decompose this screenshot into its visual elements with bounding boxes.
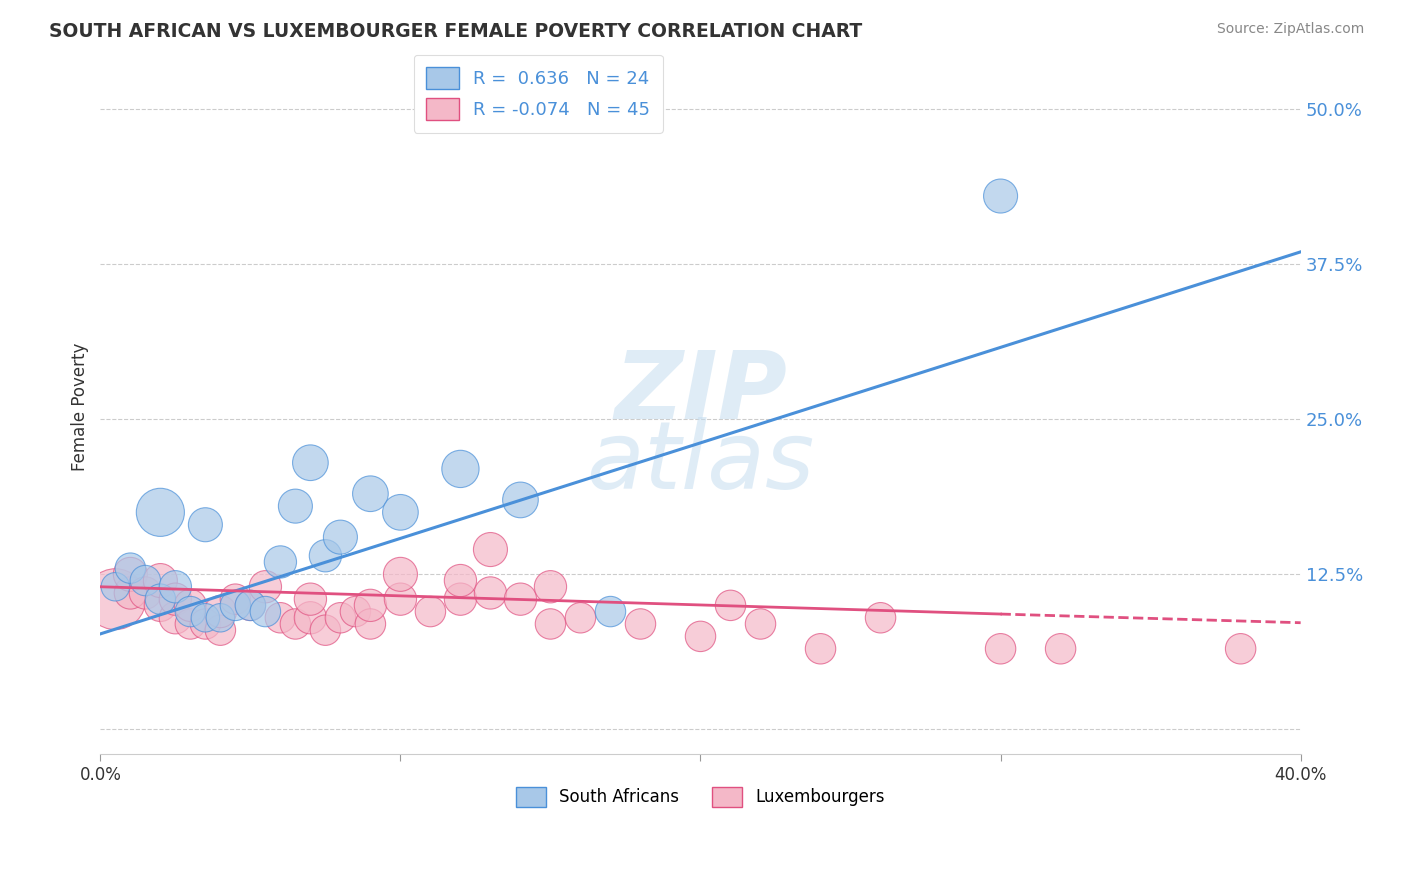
Point [389, 505, 412, 519]
Point [209, 623, 232, 637]
Point [239, 599, 262, 613]
Point [990, 189, 1012, 203]
Point [254, 580, 277, 594]
Point [120, 561, 142, 575]
Point [449, 574, 471, 588]
Text: Source: ZipAtlas.com: Source: ZipAtlas.com [1216, 22, 1364, 37]
Point [149, 599, 172, 613]
Point [269, 555, 291, 569]
Text: ZIP: ZIP [614, 347, 787, 439]
Point [194, 617, 217, 632]
Point [720, 599, 742, 613]
Point [179, 599, 201, 613]
Point [359, 617, 381, 632]
Point [359, 599, 381, 613]
Point [314, 549, 336, 563]
Point [165, 611, 187, 625]
Legend: South Africans, Luxembourgers: South Africans, Luxembourgers [508, 779, 894, 815]
Point [104, 592, 127, 607]
Point [299, 456, 322, 470]
Point [239, 599, 262, 613]
Point [269, 611, 291, 625]
Point [165, 592, 187, 607]
Point [209, 605, 232, 619]
Point [359, 487, 381, 501]
Point [344, 605, 367, 619]
Y-axis label: Female Poverty: Female Poverty [72, 343, 89, 471]
Text: SOUTH AFRICAN VS LUXEMBOURGER FEMALE POVERTY CORRELATION CHART: SOUTH AFRICAN VS LUXEMBOURGER FEMALE POV… [49, 22, 862, 41]
Point [540, 580, 562, 594]
Point [299, 592, 322, 607]
Point [224, 599, 246, 613]
Point [224, 592, 246, 607]
Point [569, 611, 592, 625]
Point [179, 617, 201, 632]
Point [284, 499, 307, 513]
Point [599, 605, 621, 619]
Point [509, 592, 531, 607]
Text: atlas: atlas [586, 417, 814, 508]
Point [509, 492, 531, 507]
Point [134, 574, 156, 588]
Point [689, 629, 711, 643]
Point [449, 592, 471, 607]
Point [149, 574, 172, 588]
Point [990, 641, 1012, 656]
Point [209, 611, 232, 625]
Point [810, 641, 832, 656]
Point [869, 611, 891, 625]
Point [120, 567, 142, 582]
Point [1049, 641, 1071, 656]
Point [179, 605, 201, 619]
Point [479, 542, 502, 557]
Point [540, 617, 562, 632]
Point [284, 617, 307, 632]
Point [1229, 641, 1251, 656]
Point [165, 580, 187, 594]
Point [389, 592, 412, 607]
Point [194, 517, 217, 532]
Point [104, 580, 127, 594]
Point [254, 605, 277, 619]
Point [479, 586, 502, 600]
Point [149, 505, 172, 519]
Point [314, 623, 336, 637]
Point [194, 611, 217, 625]
Point [449, 462, 471, 476]
Point [749, 617, 772, 632]
Point [329, 611, 352, 625]
Point [329, 530, 352, 544]
Point [134, 586, 156, 600]
Point [120, 586, 142, 600]
Point [630, 617, 652, 632]
Point [149, 592, 172, 607]
Point [389, 567, 412, 582]
Point [419, 605, 441, 619]
Point [299, 611, 322, 625]
